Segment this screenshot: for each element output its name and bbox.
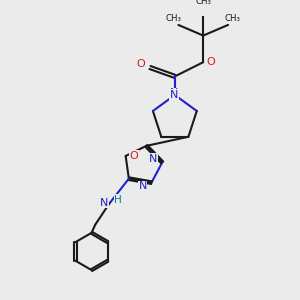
Text: H: H: [114, 195, 122, 205]
Text: CH₃: CH₃: [166, 14, 182, 23]
Text: N: N: [138, 181, 147, 191]
Text: N: N: [170, 88, 178, 98]
Text: CH₃: CH₃: [224, 14, 241, 23]
Text: CH₃: CH₃: [195, 0, 211, 6]
Text: O: O: [137, 59, 146, 69]
Text: O: O: [206, 57, 215, 67]
Text: N: N: [149, 154, 158, 164]
Text: O: O: [129, 151, 138, 161]
Text: N: N: [100, 198, 108, 208]
Text: N: N: [170, 90, 178, 100]
